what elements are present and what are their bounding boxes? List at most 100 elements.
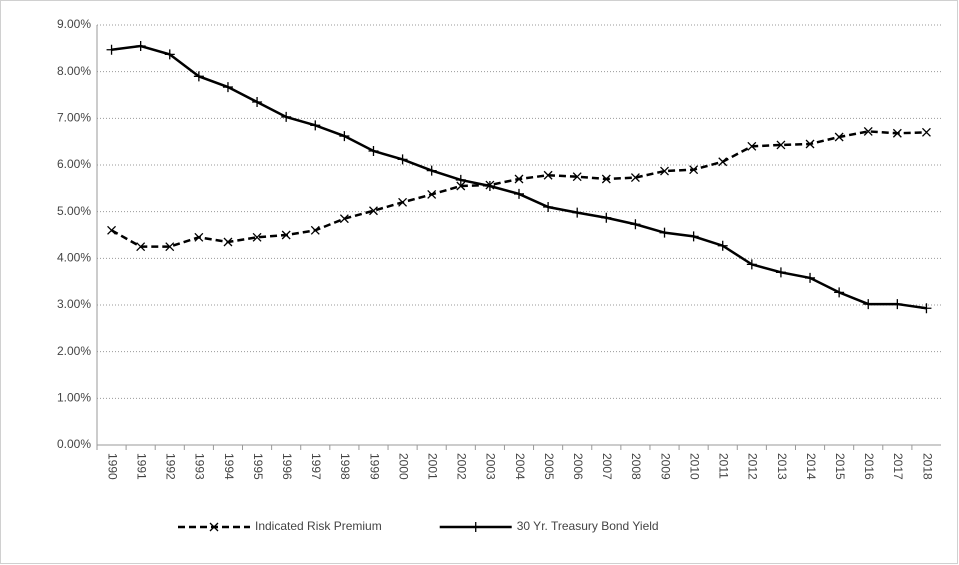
marker: [543, 170, 553, 180]
marker: [776, 140, 786, 150]
marker: [193, 71, 204, 82]
marker: [834, 132, 844, 142]
marker: [426, 165, 437, 176]
x-tick-label: 1999: [367, 453, 381, 480]
marker: [310, 225, 320, 235]
x-tick-label: 2000: [396, 453, 410, 480]
x-tick-label: 1992: [164, 453, 178, 480]
marker: [222, 82, 233, 93]
marker: [209, 522, 219, 532]
y-tick-label: 9.00%: [57, 17, 91, 31]
marker: [892, 299, 903, 310]
marker: [863, 126, 873, 136]
x-tick-label: 1994: [222, 453, 236, 480]
y-tick-label: 1.00%: [57, 391, 91, 405]
x-tick-label: 2016: [862, 453, 876, 480]
y-tick-label: 7.00%: [57, 111, 91, 125]
x-tick-label: 2015: [833, 453, 847, 480]
marker: [659, 227, 670, 238]
marker: [805, 272, 816, 283]
marker: [543, 202, 554, 212]
marker: [252, 232, 262, 242]
x-tick-label: 2007: [600, 453, 614, 480]
x-tick-label: 2014: [804, 453, 818, 480]
marker: [514, 174, 524, 184]
marker: [339, 131, 350, 142]
x-tick-label: 2012: [746, 453, 760, 480]
marker: [717, 240, 728, 251]
marker: [165, 242, 175, 252]
marker: [601, 212, 612, 223]
marker: [398, 197, 408, 207]
marker: [310, 120, 321, 131]
y-tick-label: 5.00%: [57, 204, 91, 218]
marker: [223, 237, 233, 247]
marker: [572, 172, 582, 182]
marker: [688, 231, 699, 242]
x-tick-label: 2002: [455, 453, 469, 480]
x-tick-label: 1990: [105, 453, 119, 480]
marker: [660, 166, 669, 176]
x-tick-label: 2004: [513, 453, 527, 480]
marker: [514, 188, 524, 199]
marker: [339, 214, 349, 224]
marker: [775, 267, 786, 278]
marker: [194, 232, 204, 242]
marker: [135, 41, 146, 51]
marker: [136, 242, 146, 252]
marker: [572, 207, 583, 218]
marker: [601, 174, 611, 184]
marker: [470, 522, 481, 532]
x-tick-label: 1996: [280, 453, 294, 480]
y-tick-label: 4.00%: [57, 251, 91, 265]
x-tick-label: 2006: [571, 453, 585, 480]
marker: [805, 139, 815, 149]
x-tick-label: 2001: [426, 453, 440, 480]
x-tick-label: 2013: [775, 453, 789, 480]
x-tick-label: 1993: [193, 453, 207, 480]
x-tick-label: 1995: [251, 453, 265, 480]
legend-label: Indicated Risk Premium: [255, 519, 382, 533]
x-tick-label: 2017: [891, 453, 905, 480]
x-tick-label: 1991: [134, 453, 148, 480]
marker: [863, 299, 874, 310]
y-tick-label: 3.00%: [57, 297, 91, 311]
marker: [921, 127, 931, 137]
marker: [834, 287, 845, 298]
marker: [281, 111, 292, 122]
y-tick-label: 2.00%: [57, 344, 91, 358]
y-tick-label: 0.00%: [57, 437, 91, 451]
marker: [164, 49, 175, 60]
marker: [689, 165, 699, 175]
x-tick-label: 1998: [338, 453, 352, 480]
marker: [921, 303, 932, 314]
legend-label: 30 Yr. Treasury Bond Yield: [517, 519, 659, 533]
marker: [281, 230, 291, 240]
marker: [747, 141, 757, 151]
marker: [397, 154, 408, 165]
x-tick-label: 2008: [629, 453, 643, 480]
x-tick-label: 2010: [687, 453, 701, 480]
x-tick-label: 2011: [717, 453, 731, 479]
marker: [455, 174, 466, 185]
marker: [252, 97, 263, 107]
x-tick-label: 1997: [309, 453, 323, 480]
marker: [456, 181, 466, 191]
y-tick-label: 8.00%: [57, 64, 91, 78]
marker: [484, 181, 495, 191]
series: [106, 41, 932, 314]
x-tick-label: 2009: [658, 453, 672, 480]
marker: [718, 157, 728, 167]
marker: [107, 225, 117, 235]
marker: [106, 44, 117, 55]
marker: [368, 146, 379, 156]
x-tick-label: 2018: [920, 453, 934, 480]
marker: [630, 173, 640, 183]
marker: [892, 128, 902, 138]
marker: [746, 259, 757, 270]
marker: [427, 189, 437, 199]
x-tick-label: 2005: [542, 453, 556, 480]
marker: [630, 219, 641, 230]
